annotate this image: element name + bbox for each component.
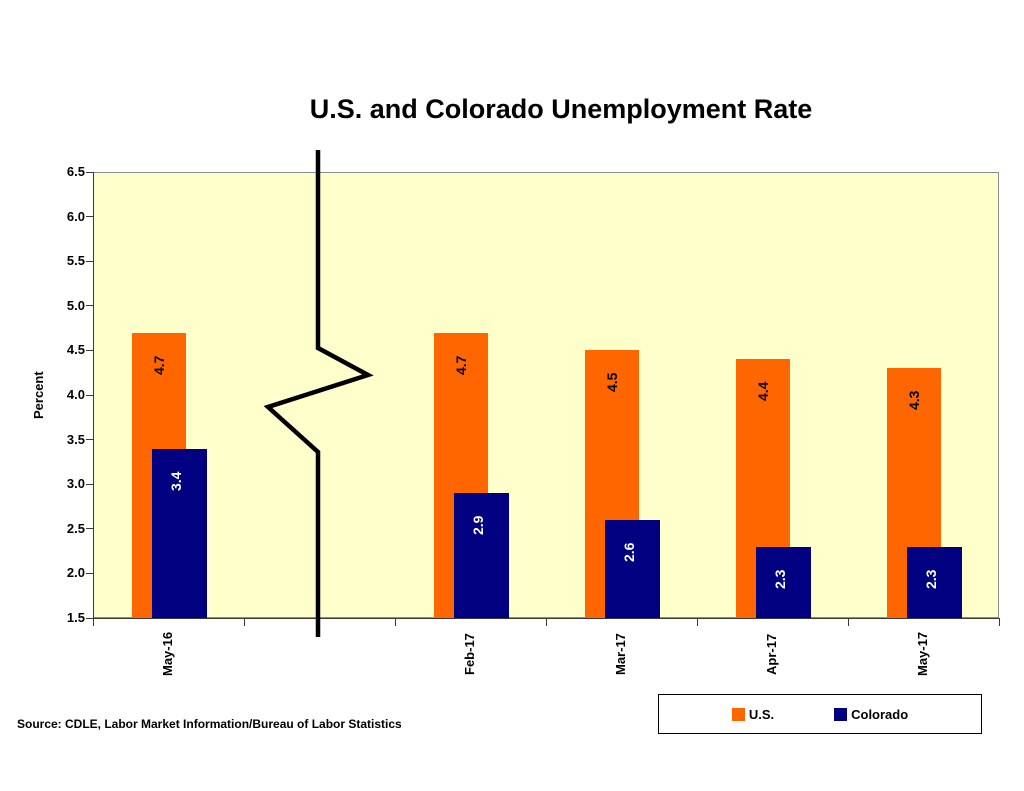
chart-title: U.S. and Colorado Unemployment Rate xyxy=(309,94,813,124)
x-tick xyxy=(546,619,547,626)
x-tick xyxy=(244,619,245,626)
source-note: Source: CDLE, Labor Market Information/B… xyxy=(17,717,402,731)
legend-swatch-us-icon xyxy=(731,707,745,721)
bar-value-label: 4.4 xyxy=(755,381,771,402)
y-tick-label: 2.5 xyxy=(66,520,85,536)
y-tick-label: 5.0 xyxy=(66,297,85,313)
bar-colorado-May-16 xyxy=(152,448,207,618)
legend: U.S. Colorado xyxy=(658,694,982,734)
x-tick xyxy=(697,619,698,626)
x-tick xyxy=(848,619,849,626)
bar-value-label: 2.6 xyxy=(620,542,637,562)
bar-value-label: 2.3 xyxy=(771,568,788,589)
bar-colorado-Apr-17 xyxy=(756,546,811,618)
y-tick-label: 4.5 xyxy=(66,342,85,358)
x-tick xyxy=(93,619,94,626)
y-tick xyxy=(86,617,93,619)
y-tick-label: 6.0 xyxy=(66,208,85,224)
y-tick xyxy=(86,394,93,396)
bar-value-label: 4.7 xyxy=(151,354,167,375)
x-tick xyxy=(999,619,1000,626)
legend-item-us: U.S. xyxy=(731,706,775,722)
y-tick-label: 2.0 xyxy=(66,565,85,581)
y-tick xyxy=(86,305,93,307)
x-axis-label-may-16: May-16 xyxy=(159,631,175,677)
bar-colorado-May-17 xyxy=(907,546,962,618)
y-tick-label: 3.5 xyxy=(66,431,85,447)
bar-value-label: 4.7 xyxy=(453,354,469,375)
x-axis-line xyxy=(93,618,1000,619)
y-axis-line xyxy=(93,172,94,619)
legend-swatch-colorado-icon xyxy=(834,707,848,721)
x-axis-label-may-17: May-17 xyxy=(914,631,930,677)
bar-colorado-Feb-17 xyxy=(454,493,509,618)
y-tick xyxy=(86,349,93,351)
y-tick xyxy=(86,216,93,218)
bar-value-label: 2.9 xyxy=(469,515,486,535)
legend-item-colorado: Colorado xyxy=(834,707,908,722)
x-axis-label-mar-17: Mar-17 xyxy=(612,633,628,675)
bar-value-label: 4.5 xyxy=(604,372,620,393)
y-tick-label: 1.5 xyxy=(66,610,85,625)
plot-area xyxy=(93,172,999,618)
y-tick-label: 3.0 xyxy=(66,476,85,492)
bar-value-label: 4.3 xyxy=(906,390,922,410)
y-tick xyxy=(86,260,93,262)
bar-value-label: 3.4 xyxy=(167,470,184,491)
y-tick xyxy=(86,171,93,173)
x-axis-label-apr-17: Apr-17 xyxy=(763,633,779,675)
y-tick-label: 6.5 xyxy=(66,164,85,179)
x-tick xyxy=(395,619,396,626)
y-tick xyxy=(86,528,93,530)
y-tick-label: 4.0 xyxy=(66,387,85,402)
bar-value-label: 2.3 xyxy=(922,568,939,589)
legend-label-us: U.S. xyxy=(748,706,775,722)
legend-label-colorado: Colorado xyxy=(851,706,909,722)
y-tick-label: 5.5 xyxy=(66,253,85,269)
bar-colorado-Mar-17 xyxy=(605,519,660,618)
y-tick xyxy=(86,572,93,574)
y-tick xyxy=(86,483,93,485)
x-axis-label-feb-17: Feb-17 xyxy=(461,633,477,675)
y-tick xyxy=(86,439,93,441)
